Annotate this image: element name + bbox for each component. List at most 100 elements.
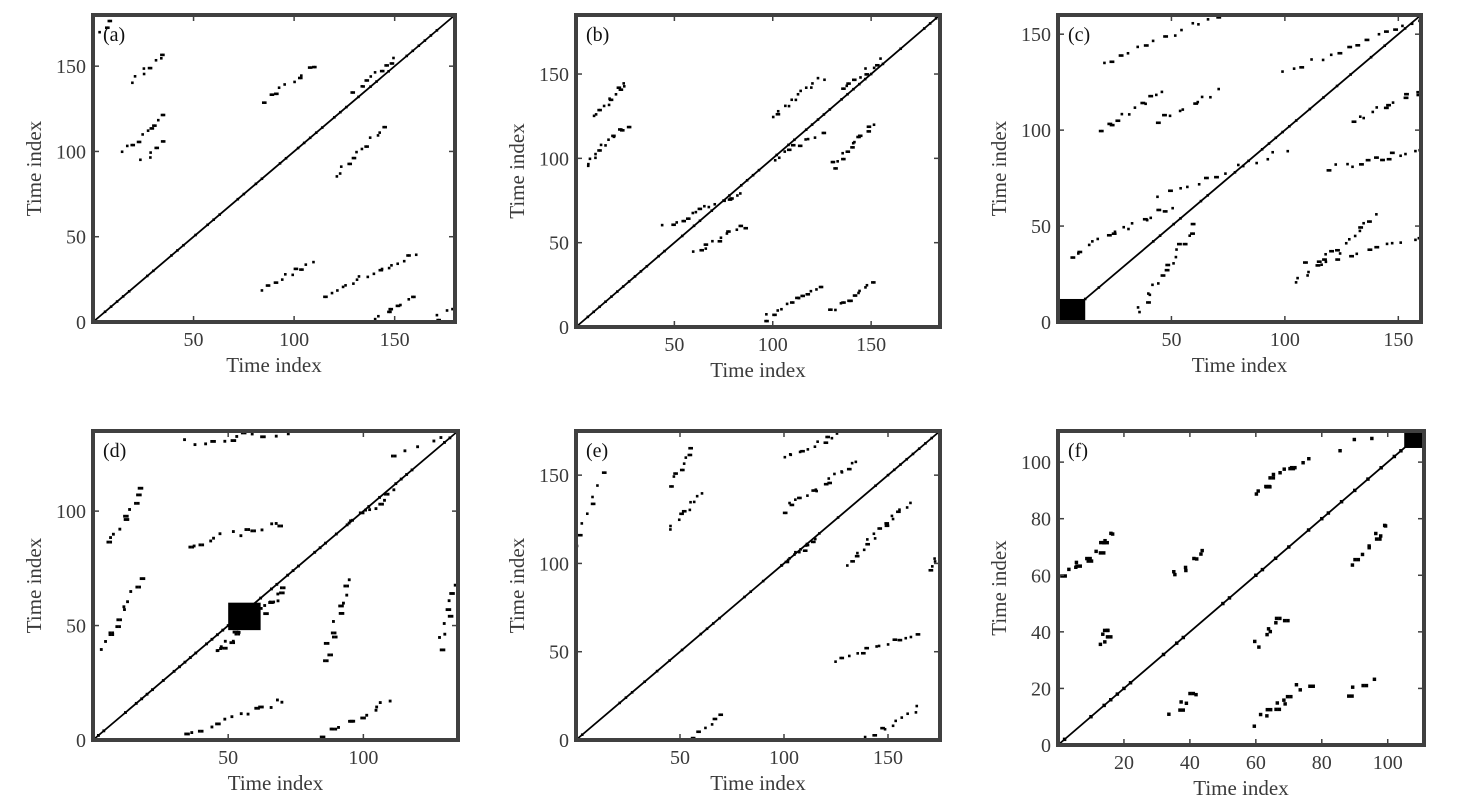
recurrence-point — [1120, 54, 1124, 57]
recurrence-point — [128, 508, 131, 511]
recurrence-point — [1414, 149, 1417, 153]
recurrence-point — [683, 509, 687, 513]
recurrence-points — [1056, 14, 1422, 324]
plot-frame — [91, 13, 457, 324]
recurrence-point — [453, 583, 457, 587]
recurrence-point — [387, 266, 391, 270]
recurrence-point — [866, 73, 869, 76]
recurrence-point — [1118, 54, 1122, 57]
recurrence-point — [250, 432, 254, 436]
recurrence-point — [1382, 158, 1385, 162]
recurrence-point — [830, 160, 834, 164]
recurrence-point — [1388, 103, 1392, 107]
recurrence-point — [858, 289, 861, 293]
recurrence-point — [1324, 258, 1327, 261]
recurrence-point — [1365, 158, 1369, 162]
recurrence-point — [351, 518, 354, 522]
recurrence-point — [622, 82, 626, 85]
recurrence-point — [360, 716, 364, 720]
recurrence-point — [188, 545, 192, 549]
recurrence-point — [399, 303, 402, 307]
recurrence-point — [339, 165, 343, 168]
recurrence-point — [386, 64, 389, 67]
recurrence-point — [1101, 129, 1104, 133]
recurrence-point — [312, 260, 315, 264]
recurrence-point — [825, 435, 828, 439]
y-tick-label: 50 — [549, 642, 569, 664]
recurrence-point — [592, 114, 596, 118]
recurrence-point — [1233, 171, 1237, 174]
recurrence-point — [260, 177, 264, 181]
recurrence-point — [822, 113, 826, 116]
recurrence-point — [1382, 523, 1387, 528]
recurrence-point — [827, 481, 830, 485]
recurrence-point — [368, 136, 372, 139]
recurrence-point — [1070, 256, 1074, 259]
recurrence-point — [1102, 703, 1106, 708]
recurrence-point — [681, 509, 685, 513]
recurrence-point — [857, 291, 860, 295]
recurrence-point — [375, 705, 379, 709]
recurrence-point — [867, 542, 871, 546]
recurrence-point — [215, 633, 219, 637]
y-tick-label: 0 — [1041, 312, 1051, 334]
recurrence-point — [775, 153, 778, 157]
recurrence-point — [1378, 534, 1383, 538]
recurrence-point — [314, 65, 317, 69]
recurrence-point — [1360, 226, 1364, 229]
recurrence-point — [154, 146, 158, 150]
recurrence-point — [771, 115, 775, 119]
recurrence-point — [1294, 683, 1299, 687]
recurrence-point — [134, 501, 137, 505]
recurrence-point — [1186, 185, 1189, 189]
recurrence-point — [1111, 60, 1115, 64]
recurrence-point — [104, 640, 107, 643]
recurrence-point — [376, 134, 380, 137]
recurrence-point — [1361, 683, 1365, 688]
recurrence-point — [813, 445, 817, 448]
recurrence-point — [1078, 564, 1082, 568]
recurrence-point — [1307, 456, 1311, 461]
recurrence-point — [1268, 629, 1273, 634]
recurrence-point — [380, 267, 384, 271]
recurrence-point — [877, 644, 881, 648]
recurrence-point — [865, 283, 869, 287]
recurrence-point — [1126, 51, 1130, 55]
recurrence-point — [712, 717, 716, 721]
recurrence-point — [1281, 130, 1284, 134]
recurrence-point — [134, 701, 138, 705]
recurrence-point — [866, 538, 869, 541]
recurrence-point — [1162, 210, 1166, 213]
recurrence-point — [833, 472, 836, 476]
recurrence-point — [1115, 692, 1120, 696]
recurrence-point — [1339, 499, 1344, 504]
y-tick-label: 100 — [539, 553, 569, 575]
recurrence-point — [300, 74, 303, 77]
recurrence-point — [138, 493, 142, 497]
recurrence-point — [274, 522, 278, 525]
recurrence-point — [596, 484, 599, 487]
recurrence-point — [1324, 252, 1327, 256]
recurrence-point — [830, 436, 834, 440]
recurrence-point — [152, 269, 155, 273]
recurrence-point — [279, 586, 283, 590]
recurrence-points — [92, 430, 460, 741]
recurrence-point — [608, 97, 611, 100]
recurrence-point — [1168, 114, 1172, 118]
recurrence-point — [580, 533, 583, 537]
recurrence-point — [591, 495, 594, 499]
y-axis-label: Time index — [987, 540, 1011, 636]
x-axis-label: Time index — [710, 358, 806, 382]
recurrence-point — [869, 72, 873, 76]
recurrence-point — [728, 230, 731, 233]
x-tick-label: 50 — [664, 334, 684, 356]
recurrence-point — [847, 150, 851, 153]
recurrence-point — [594, 156, 597, 160]
recurrence-point — [592, 502, 596, 506]
recurrence-point — [688, 508, 692, 512]
recurrence-point — [132, 143, 136, 147]
recurrence-point — [279, 591, 282, 595]
recurrence-point — [1257, 645, 1261, 649]
x-tick-label: 100 — [1270, 329, 1300, 351]
recurrence-point — [864, 67, 867, 70]
